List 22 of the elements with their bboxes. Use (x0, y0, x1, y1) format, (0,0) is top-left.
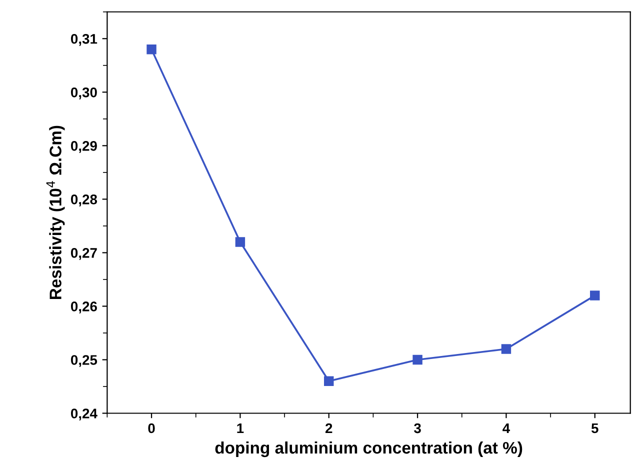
point (146, 44, 156, 54)
y-tick-label: 0,25 (70, 355, 98, 367)
y-tick-label: 0,26 (70, 302, 97, 314)
x-tick-label: 1 (237, 423, 244, 434)
point (501, 344, 512, 354)
x-tick-label: 3 (414, 423, 421, 434)
point (412, 354, 422, 365)
x-tick-label: 0 (148, 423, 155, 434)
y-tick-label: 0,24 (70, 408, 98, 420)
x-tick-label: 5 (591, 423, 598, 434)
x-tick-label: 4 (502, 423, 510, 434)
y-tick-label: 0,29 (70, 141, 97, 153)
y-tick-label: 0,30 (70, 87, 97, 100)
y-tick-label: 0,28 (70, 194, 98, 206)
x-axis-title: doping aluminium concentration (at %) (215, 441, 522, 458)
point (590, 290, 600, 300)
point (324, 376, 334, 386)
y-axis-title: Resistivity (10$^{4}$ Ω.Cm) (46, 126, 65, 300)
x-tick-label: 2 (325, 423, 332, 434)
y-tick-label: 0,27 (70, 248, 97, 260)
y-tick-label: 0,31 (70, 34, 98, 46)
point (235, 237, 246, 247)
